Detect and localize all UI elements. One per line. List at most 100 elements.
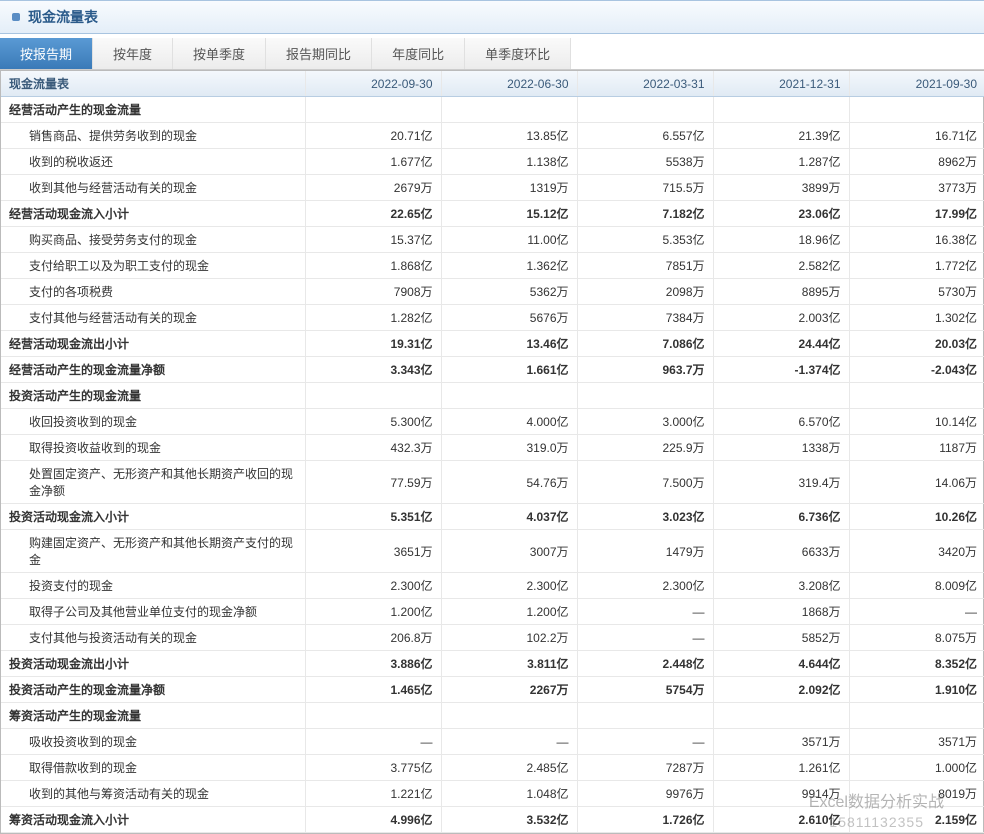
row-label: 经营活动现金流入小计	[1, 201, 305, 227]
row-label: 经营活动现金流出小计	[1, 331, 305, 357]
cell-value: 3.000亿	[577, 409, 713, 435]
cell-value: 6.736亿	[713, 504, 849, 530]
table-row: 经营活动现金流入小计22.65亿15.12亿7.182亿23.06亿17.99亿	[1, 201, 984, 227]
cell-value: 225.9万	[577, 435, 713, 461]
cell-value: 8895万	[713, 279, 849, 305]
table-row: 支付其他与投资活动有关的现金206.8万102.2万—5852万8.075万	[1, 625, 984, 651]
row-label: 投资活动产生的现金流量	[1, 383, 305, 409]
cell-value: 10.26亿	[849, 504, 984, 530]
cell-value	[713, 703, 849, 729]
cell-value: 3899万	[713, 175, 849, 201]
table-row: 经营活动现金流出小计19.31亿13.46亿7.086亿24.44亿20.03亿	[1, 331, 984, 357]
cell-value: 3571万	[849, 729, 984, 755]
row-label: 经营活动产生的现金流量净额	[1, 357, 305, 383]
cell-value: 22.65亿	[305, 201, 441, 227]
cell-value	[441, 703, 577, 729]
table-row: 投资活动现金流入小计5.351亿4.037亿3.023亿6.736亿10.26亿	[1, 504, 984, 530]
cell-value: 3420万	[849, 530, 984, 573]
cell-value: —	[577, 729, 713, 755]
cell-value: 3571万	[713, 729, 849, 755]
col-header[interactable]: 2022-09-30	[305, 71, 441, 97]
row-label: 处置固定资产、无形资产和其他长期资产收回的现金净额	[1, 461, 305, 504]
row-label: 筹资活动产生的现金流量	[1, 703, 305, 729]
tab-2[interactable]: 按单季度	[173, 38, 266, 69]
table-row: 支付给职工以及为职工支付的现金1.868亿1.362亿7851万2.582亿1.…	[1, 253, 984, 279]
cell-value: 3.343亿	[305, 357, 441, 383]
row-label: 购建固定资产、无形资产和其他长期资产支付的现金	[1, 530, 305, 573]
cell-value: 8962万	[849, 149, 984, 175]
row-label: 投资活动现金流出小计	[1, 651, 305, 677]
row-label: 经营活动产生的现金流量	[1, 97, 305, 123]
title-bullet-icon	[12, 13, 20, 21]
cashflow-table: 现金流量表 2022-09-30 2022-06-30 2022-03-31 2…	[1, 71, 984, 833]
table-row: 经营活动产生的现金流量	[1, 97, 984, 123]
cell-value: 18.96亿	[713, 227, 849, 253]
cell-value: 7287万	[577, 755, 713, 781]
cell-value: 1319万	[441, 175, 577, 201]
cell-value: 1.465亿	[305, 677, 441, 703]
col-header[interactable]: 2022-06-30	[441, 71, 577, 97]
cell-value: 206.8万	[305, 625, 441, 651]
col-header[interactable]: 2021-12-31	[713, 71, 849, 97]
cell-value: 10.14亿	[849, 409, 984, 435]
cell-value: -2.043亿	[849, 357, 984, 383]
cell-value	[305, 383, 441, 409]
cell-value: 1.302亿	[849, 305, 984, 331]
cell-value: 2.610亿	[713, 807, 849, 833]
row-label: 销售商品、提供劳务收到的现金	[1, 123, 305, 149]
row-label: 支付其他与经营活动有关的现金	[1, 305, 305, 331]
row-label: 收到的其他与筹资活动有关的现金	[1, 781, 305, 807]
row-label: 投资活动产生的现金流量净额	[1, 677, 305, 703]
cell-value	[577, 383, 713, 409]
tab-3[interactable]: 报告期同比	[266, 38, 372, 69]
table-row: 销售商品、提供劳务收到的现金20.71亿13.85亿6.557亿21.39亿16…	[1, 123, 984, 149]
table-body: 经营活动产生的现金流量销售商品、提供劳务收到的现金20.71亿13.85亿6.5…	[1, 97, 984, 833]
cell-value: —	[849, 599, 984, 625]
cell-value: 9976万	[577, 781, 713, 807]
tab-5[interactable]: 单季度环比	[465, 38, 571, 69]
table-row: 收回投资收到的现金5.300亿4.000亿3.000亿6.570亿10.14亿	[1, 409, 984, 435]
cell-value: 13.46亿	[441, 331, 577, 357]
tab-4[interactable]: 年度同比	[372, 38, 465, 69]
cell-value: 13.85亿	[441, 123, 577, 149]
cell-value: 3.532亿	[441, 807, 577, 833]
cell-value	[849, 703, 984, 729]
cell-value: 1868万	[713, 599, 849, 625]
col-header[interactable]: 2022-03-31	[577, 71, 713, 97]
cell-value: —	[441, 729, 577, 755]
cell-value: 3.775亿	[305, 755, 441, 781]
cell-value	[577, 703, 713, 729]
cell-value: 1.138亿	[441, 149, 577, 175]
cell-value: 16.38亿	[849, 227, 984, 253]
cell-value: 7.086亿	[577, 331, 713, 357]
table-row: 收到其他与经营活动有关的现金2679万1319万715.5万3899万3773万	[1, 175, 984, 201]
cell-value: 3.023亿	[577, 504, 713, 530]
cell-value: 5538万	[577, 149, 713, 175]
cell-value: 1338万	[713, 435, 849, 461]
cell-value: 3007万	[441, 530, 577, 573]
cell-value: 4.996亿	[305, 807, 441, 833]
cell-value: 7.500万	[577, 461, 713, 504]
cell-value: 8.009亿	[849, 573, 984, 599]
row-label: 购买商品、接受劳务支付的现金	[1, 227, 305, 253]
cell-value: 16.71亿	[849, 123, 984, 149]
col-header[interactable]: 2021-09-30	[849, 71, 984, 97]
page-title: 现金流量表	[28, 7, 98, 27]
cell-value: 2.448亿	[577, 651, 713, 677]
tab-1[interactable]: 按年度	[93, 38, 173, 69]
cell-value: 54.76万	[441, 461, 577, 504]
header-label: 现金流量表	[1, 71, 305, 97]
row-label: 支付的各项税费	[1, 279, 305, 305]
tab-0[interactable]: 按报告期	[0, 38, 93, 69]
cell-value: 77.59万	[305, 461, 441, 504]
cell-value	[441, 383, 577, 409]
cell-value: 6.557亿	[577, 123, 713, 149]
table-row: 筹资活动产生的现金流量	[1, 703, 984, 729]
cell-value	[849, 97, 984, 123]
cell-value: 2.300亿	[305, 573, 441, 599]
cell-value: 102.2万	[441, 625, 577, 651]
table-row: 吸收投资收到的现金———3571万3571万	[1, 729, 984, 755]
table-row: 取得投资收益收到的现金432.3万319.0万225.9万1338万1187万	[1, 435, 984, 461]
cell-value: 7384万	[577, 305, 713, 331]
cell-value: 7851万	[577, 253, 713, 279]
